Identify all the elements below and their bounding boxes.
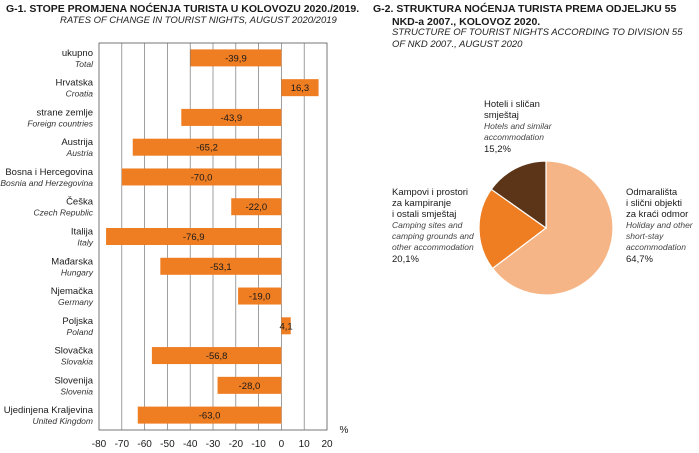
category-label: Mađarska bbox=[51, 256, 93, 267]
bar bbox=[281, 79, 319, 97]
category-label-en: United Kingdom bbox=[33, 416, 93, 426]
chart2-title-line2: NKD-a 2007., KOLOVOZ 2020. bbox=[392, 16, 541, 28]
category-label-en: Poland bbox=[67, 327, 94, 337]
slice-value-label: 15,2% bbox=[484, 144, 511, 155]
slice-value-label: 20,1% bbox=[392, 254, 419, 265]
slice-label-en: Camping sites and bbox=[392, 220, 463, 230]
bar bbox=[238, 287, 282, 305]
category-label: Slovenija bbox=[54, 375, 93, 386]
category-label: Poljska bbox=[62, 316, 93, 327]
bar bbox=[132, 138, 282, 156]
bar-value-label: -56,8 bbox=[206, 351, 228, 362]
category-label: Ujedinjena Kraljevina bbox=[4, 405, 94, 416]
slice-label-en: Holiday and other bbox=[626, 220, 694, 230]
bar bbox=[151, 347, 282, 365]
x-tick-label: -40 bbox=[183, 439, 198, 450]
category-label: Njemačka bbox=[51, 286, 94, 297]
slice-label-en: other accommodation bbox=[392, 242, 474, 252]
category-label-en: Czech Republic bbox=[33, 208, 93, 218]
x-unit-label: % bbox=[340, 425, 349, 436]
slice-label: smještaj bbox=[484, 110, 519, 121]
x-tick-label: 20 bbox=[321, 439, 333, 450]
bar-value-label: -63,0 bbox=[199, 411, 221, 422]
slice-label: za kraći odmor bbox=[626, 209, 688, 220]
bar-value-label: -19,0 bbox=[249, 292, 271, 303]
bar-value-label: 4,1 bbox=[279, 321, 292, 332]
slice-label-en: accommodation bbox=[626, 242, 686, 252]
category-label-en: Hungary bbox=[61, 267, 94, 277]
bar bbox=[121, 168, 282, 186]
category-label-en: Foreign countries bbox=[27, 118, 93, 128]
category-label: Italija bbox=[71, 227, 94, 238]
slice-label: za kampiranje bbox=[392, 198, 451, 209]
x-tick-label: -70 bbox=[115, 439, 130, 450]
x-tick-label: -10 bbox=[251, 439, 266, 450]
category-label: Austrija bbox=[61, 137, 93, 148]
bar-value-label: -53,1 bbox=[210, 262, 232, 273]
x-tick-label: -80 bbox=[92, 439, 107, 450]
x-tick-label: 0 bbox=[279, 439, 285, 450]
category-label: Češka bbox=[66, 197, 94, 208]
bar-value-label: -22,0 bbox=[245, 202, 267, 213]
slice-label: Kampovi i prostori bbox=[392, 187, 468, 198]
category-label-en: Croatia bbox=[66, 89, 94, 99]
slice-label-en: accommodation bbox=[484, 132, 544, 142]
chart1-title: G-1. STOPE PROMJENA NOĆENJA TURISTA U KO… bbox=[6, 3, 360, 15]
pie-slice bbox=[490, 160, 547, 230]
slice-label-en: short-stay bbox=[626, 231, 664, 241]
category-label-en: Slovenia bbox=[60, 386, 93, 396]
chart1-subtitle: RATES OF CHANGE IN TOURIST NIGHTS, AUGUS… bbox=[60, 15, 337, 26]
chart2-subtitle: STRUCTURE OF TOURIST NIGHTS ACCORDING TO… bbox=[392, 27, 692, 51]
category-label: ukupno bbox=[62, 48, 93, 59]
bar bbox=[217, 376, 282, 394]
bar-value-label: -28,0 bbox=[239, 381, 261, 392]
x-tick-label: -60 bbox=[137, 439, 152, 450]
bar-value-label: 16,3 bbox=[291, 83, 310, 94]
category-label-en: Italy bbox=[77, 238, 93, 248]
category-label: Hrvatska bbox=[56, 78, 94, 89]
bar bbox=[160, 257, 282, 275]
bar bbox=[190, 49, 282, 67]
chart2-title-line1: G-2. STRUKTURA NOĆENJA TURISTA PREMA ODJ… bbox=[373, 3, 677, 15]
chart2-subtitle-line2: OF NKD 2007., AUGUST 2020 bbox=[392, 39, 523, 50]
category-label: strane zemlje bbox=[37, 107, 94, 118]
bar bbox=[181, 108, 282, 126]
category-label-en: Austria bbox=[66, 148, 94, 158]
slice-label: i ostali smještaj bbox=[392, 209, 456, 220]
bar-value-label: -39,9 bbox=[225, 53, 247, 64]
bar bbox=[281, 317, 291, 335]
pie-slice bbox=[478, 188, 548, 270]
chart2-subtitle-line1: STRUCTURE OF TOURIST NIGHTS ACCORDING TO… bbox=[392, 27, 683, 38]
slice-label-en: camping grounds and bbox=[392, 231, 474, 241]
x-tick-label: -50 bbox=[160, 439, 175, 450]
category-label-en: Germany bbox=[58, 297, 94, 307]
chart2-title: G-2. STRUKTURA NOĆENJA TURISTA PREMA ODJ… bbox=[373, 3, 693, 29]
bar bbox=[137, 406, 282, 424]
bar-value-label: -65,2 bbox=[196, 143, 218, 154]
bar bbox=[231, 198, 282, 216]
x-tick-label: -30 bbox=[206, 439, 221, 450]
x-tick-label: 10 bbox=[299, 439, 311, 450]
category-label: Slovačka bbox=[54, 346, 93, 357]
slice-label: Hoteli i sličan bbox=[484, 99, 540, 110]
category-label-en: Slovakia bbox=[61, 357, 93, 367]
bar-value-label: -76,9 bbox=[183, 232, 205, 243]
slice-label-en: Hotels and similar bbox=[484, 121, 553, 131]
category-label: Bosna i Hercegovina bbox=[5, 167, 93, 178]
bar-value-label: -43,9 bbox=[221, 113, 243, 124]
category-label-en: Total bbox=[75, 59, 94, 69]
pie-slice bbox=[491, 160, 614, 296]
slice-label: i slični objekti bbox=[626, 198, 682, 209]
slice-value-label: 64,7% bbox=[626, 254, 653, 265]
bar bbox=[106, 228, 282, 245]
bar-value-label: -70,0 bbox=[191, 172, 213, 183]
slice-label: Odmarališta bbox=[626, 187, 678, 198]
category-label-en: Bosnia and Herzegovina bbox=[0, 178, 93, 188]
x-tick-label: -20 bbox=[229, 439, 244, 450]
